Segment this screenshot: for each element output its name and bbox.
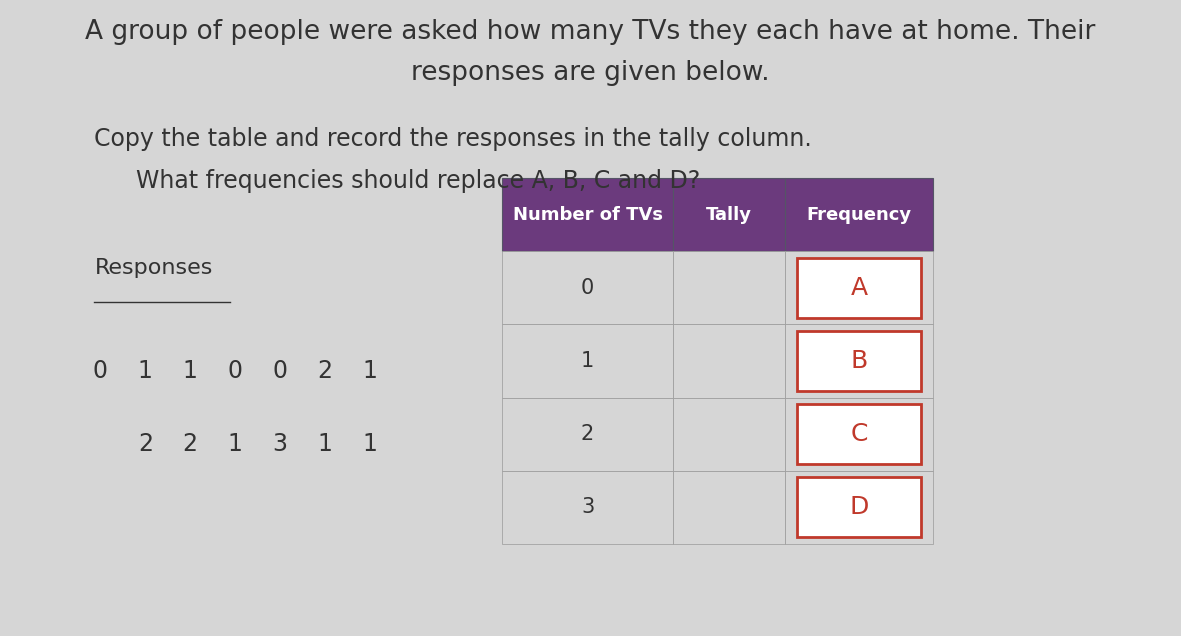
Text: 0: 0 [228, 359, 242, 384]
FancyBboxPatch shape [797, 258, 921, 318]
Text: 0: 0 [273, 359, 287, 384]
FancyBboxPatch shape [502, 324, 673, 398]
Text: 1: 1 [183, 359, 197, 384]
Text: 3: 3 [581, 497, 594, 517]
Text: 1: 1 [363, 432, 377, 457]
Text: A: A [850, 276, 868, 300]
FancyBboxPatch shape [797, 477, 921, 537]
FancyBboxPatch shape [673, 471, 785, 544]
Text: A group of people were asked how many TVs they each have at home. Their: A group of people were asked how many TV… [85, 19, 1096, 45]
Text: 3: 3 [273, 432, 287, 457]
Text: Frequency: Frequency [807, 205, 912, 224]
FancyBboxPatch shape [797, 404, 921, 464]
FancyBboxPatch shape [785, 324, 933, 398]
FancyBboxPatch shape [502, 251, 673, 324]
FancyBboxPatch shape [785, 251, 933, 324]
Text: What frequencies should replace A, B, C and D?: What frequencies should replace A, B, C … [136, 169, 700, 193]
Text: C: C [850, 422, 868, 446]
FancyBboxPatch shape [673, 324, 785, 398]
FancyBboxPatch shape [673, 178, 785, 251]
Text: Copy the table and record the responses in the tally column.: Copy the table and record the responses … [94, 127, 813, 151]
Text: Tally: Tally [706, 205, 752, 224]
Text: 2: 2 [138, 432, 152, 457]
Text: 1: 1 [228, 432, 242, 457]
Text: 2: 2 [183, 432, 197, 457]
Text: 2: 2 [581, 424, 594, 444]
Text: 2: 2 [318, 359, 332, 384]
Text: 0: 0 [93, 359, 107, 384]
FancyBboxPatch shape [785, 471, 933, 544]
Text: B: B [850, 349, 868, 373]
FancyBboxPatch shape [502, 398, 673, 471]
Text: 1: 1 [318, 432, 332, 457]
FancyBboxPatch shape [502, 178, 673, 251]
Text: responses are given below.: responses are given below. [411, 60, 770, 86]
FancyBboxPatch shape [797, 331, 921, 391]
Text: 0: 0 [581, 278, 594, 298]
FancyBboxPatch shape [673, 251, 785, 324]
Text: D: D [849, 495, 869, 519]
Text: Number of TVs: Number of TVs [513, 205, 663, 224]
Text: 1: 1 [138, 359, 152, 384]
FancyBboxPatch shape [673, 398, 785, 471]
FancyBboxPatch shape [785, 398, 933, 471]
FancyBboxPatch shape [502, 471, 673, 544]
Text: 1: 1 [581, 351, 594, 371]
Text: Responses: Responses [94, 258, 213, 277]
Text: 1: 1 [363, 359, 377, 384]
FancyBboxPatch shape [785, 178, 933, 251]
